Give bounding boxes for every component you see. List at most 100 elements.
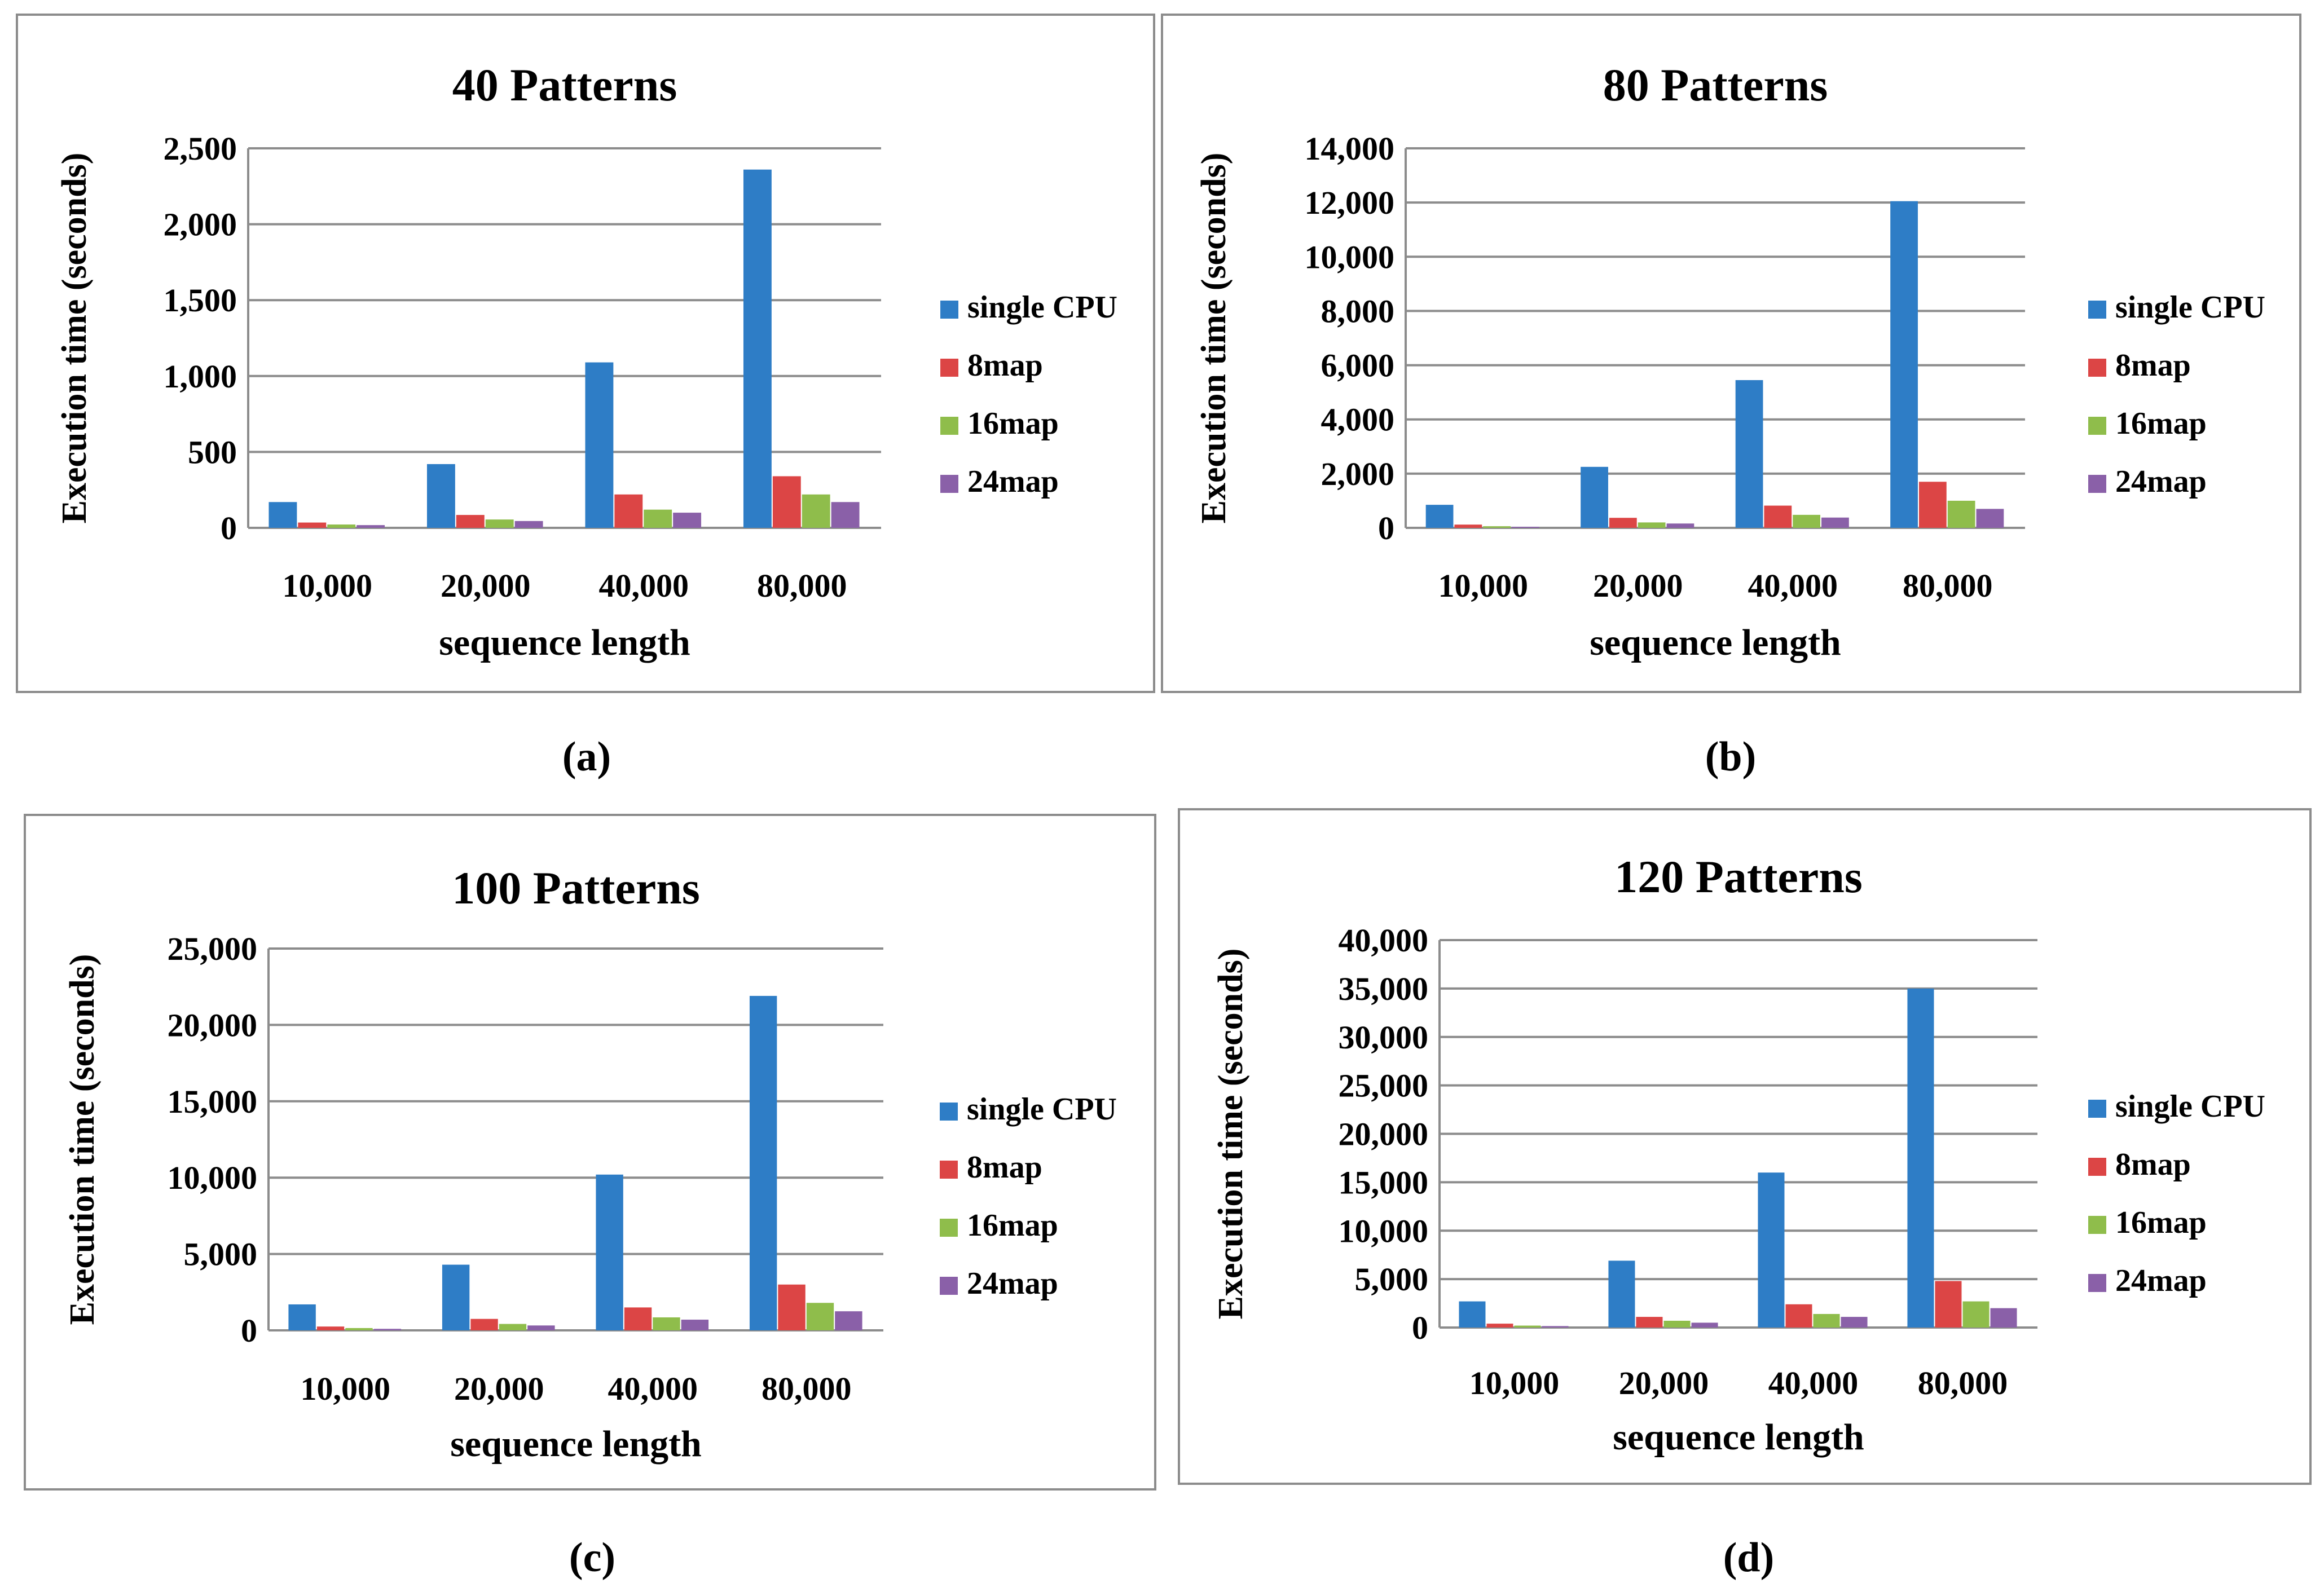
bar-single-cpu xyxy=(585,362,614,528)
bar-24map xyxy=(356,525,385,528)
y-tick-label: 12,000 xyxy=(1305,184,1395,221)
chart-title-b: 80 Patterns xyxy=(1603,59,1828,111)
bar-16map xyxy=(1514,1325,1541,1328)
y-tick-label: 6,000 xyxy=(1321,347,1395,384)
bar-single-cpu xyxy=(743,169,772,528)
bar-24map xyxy=(1990,1308,2017,1328)
legend-swatch xyxy=(940,301,958,319)
bar-16map xyxy=(1813,1313,1840,1328)
legend-swatch xyxy=(940,1103,958,1121)
x-tick-label: 20,000 xyxy=(1619,1365,1709,1401)
y-tick-label: 2,500 xyxy=(164,130,237,167)
caption-d: (d) xyxy=(1723,1535,1775,1581)
x-tick-label: 20,000 xyxy=(454,1370,544,1407)
bar-single-cpu xyxy=(426,464,455,528)
y-tick-label: 5,000 xyxy=(1355,1261,1429,1298)
chart-panel-c: 100 Patterns 0 5,000 10,000 15,000 20,000 25,0… xyxy=(24,814,1156,1491)
caption-a: (a) xyxy=(562,734,611,780)
bar-8map xyxy=(456,515,485,528)
bar-single-cpu xyxy=(1907,988,1934,1328)
y-tick-label: 2,000 xyxy=(164,206,237,243)
bar-16map xyxy=(1947,500,1975,528)
caption-c: (c) xyxy=(569,1535,616,1581)
bar-24map xyxy=(373,1329,402,1330)
bar-8map xyxy=(316,1326,345,1330)
x-tick-label: 20,000 xyxy=(1593,567,1683,604)
x-tick-label: 10,000 xyxy=(1438,567,1529,604)
y-tick-label: 10,000 xyxy=(1339,1212,1429,1249)
x-axis-label: sequence length xyxy=(1590,622,1841,663)
bar-8map xyxy=(1454,524,1482,528)
x-tick-label: 80,000 xyxy=(1918,1365,2008,1401)
bar-single-cpu xyxy=(596,1174,623,1330)
y-axis-label: Execution time (seconds) xyxy=(1212,949,1250,1320)
bar-8map xyxy=(778,1284,806,1330)
x-tick-label: 40,000 xyxy=(608,1370,698,1407)
bar-24map xyxy=(831,502,860,528)
y-tick-label: 14,000 xyxy=(1305,130,1395,167)
y-tick-label: 10,000 xyxy=(1305,239,1395,275)
bar-24map xyxy=(835,1311,862,1330)
y-tick-label: 10,000 xyxy=(168,1159,258,1196)
bar-16map xyxy=(1793,514,1821,528)
x-tick-label: 20,000 xyxy=(441,567,531,604)
legend-swatch xyxy=(940,359,958,377)
bar-16map xyxy=(644,509,672,528)
legend-label: 16map xyxy=(967,406,1059,441)
legend-swatch xyxy=(2088,301,2106,319)
legend-swatch xyxy=(2088,1216,2106,1234)
chart-svg-a: 40 Patterns 0 500 1,000 1,500 2,000 2,500 Execu… xyxy=(55,59,1117,663)
y-tick-label: 1,500 xyxy=(164,282,237,319)
legend-label: single CPU xyxy=(967,1092,1117,1127)
bar-16map xyxy=(327,524,356,528)
bar-16map xyxy=(1483,526,1511,528)
legend-label: 24map xyxy=(2115,464,2207,499)
y-tick-label: 2,000 xyxy=(1321,456,1395,492)
y-tick-label: 15,000 xyxy=(168,1083,258,1120)
bar-8map xyxy=(1785,1304,1812,1328)
y-tick-label: 35,000 xyxy=(1339,971,1429,1007)
bar-single-cpu xyxy=(1608,1260,1635,1328)
bar-8map xyxy=(1636,1317,1663,1328)
bar-24map xyxy=(1691,1322,1718,1328)
chart-panel-b: 80 Patterns 0 2,000 4,000 6,000 8,000 10,000 12… xyxy=(1161,14,2301,693)
x-tick-label: 80,000 xyxy=(762,1370,852,1407)
chart-svg-c: 100 Patterns 0 5,000 10,000 15,000 20,000 25,0… xyxy=(63,862,1117,1465)
bar-16map xyxy=(806,1303,834,1330)
bar-16map xyxy=(499,1324,527,1330)
y-tick-label: 4,000 xyxy=(1321,402,1395,438)
bar-single-cpu xyxy=(1459,1301,1486,1328)
chart-panel-a: 40 Patterns 0 500 1,000 1,500 2,000 2,500 Execu… xyxy=(16,14,1155,693)
x-tick-label: 10,000 xyxy=(283,567,373,604)
bar-24map xyxy=(673,513,702,528)
bar-24map xyxy=(1666,523,1694,528)
bar-16map xyxy=(1663,1320,1691,1328)
bar-16map xyxy=(653,1317,680,1330)
bar-16map xyxy=(485,519,514,528)
legend-swatch xyxy=(940,1277,958,1295)
y-tick-label: 0 xyxy=(241,1312,257,1349)
y-axis-label: Execution time (seconds) xyxy=(63,954,102,1325)
bar-24map xyxy=(681,1320,709,1330)
legend-swatch xyxy=(2088,359,2106,377)
bar-single-cpu xyxy=(1890,201,1918,528)
legend-label: 24map xyxy=(967,464,1059,499)
bar-16map xyxy=(1962,1301,1990,1328)
x-tick-label: 40,000 xyxy=(599,567,689,604)
bar-8map xyxy=(1609,518,1637,528)
chart-svg-b: 80 Patterns 0 2,000 4,000 6,000 8,000 10,000 12… xyxy=(1195,59,2265,663)
y-tick-label: 20,000 xyxy=(1339,1116,1429,1153)
bar-24map xyxy=(1542,1326,1569,1328)
y-tick-label: 40,000 xyxy=(1339,922,1429,959)
chart-panel-d: 120 Patterns 0 5,000 10,000 15,000 20,000 25,0… xyxy=(1178,808,2312,1485)
legend-swatch xyxy=(940,417,958,435)
bar-8map xyxy=(298,522,327,528)
y-tick-label: 15,000 xyxy=(1339,1164,1429,1201)
bar-8map xyxy=(1486,1324,1513,1328)
legend-swatch xyxy=(2088,1158,2106,1176)
y-tick-label: 8,000 xyxy=(1321,293,1395,329)
bar-8map xyxy=(614,494,643,528)
bar-single-cpu xyxy=(749,995,777,1330)
y-tick-label: 0 xyxy=(221,510,237,546)
legend-label: 8map xyxy=(967,1150,1042,1185)
